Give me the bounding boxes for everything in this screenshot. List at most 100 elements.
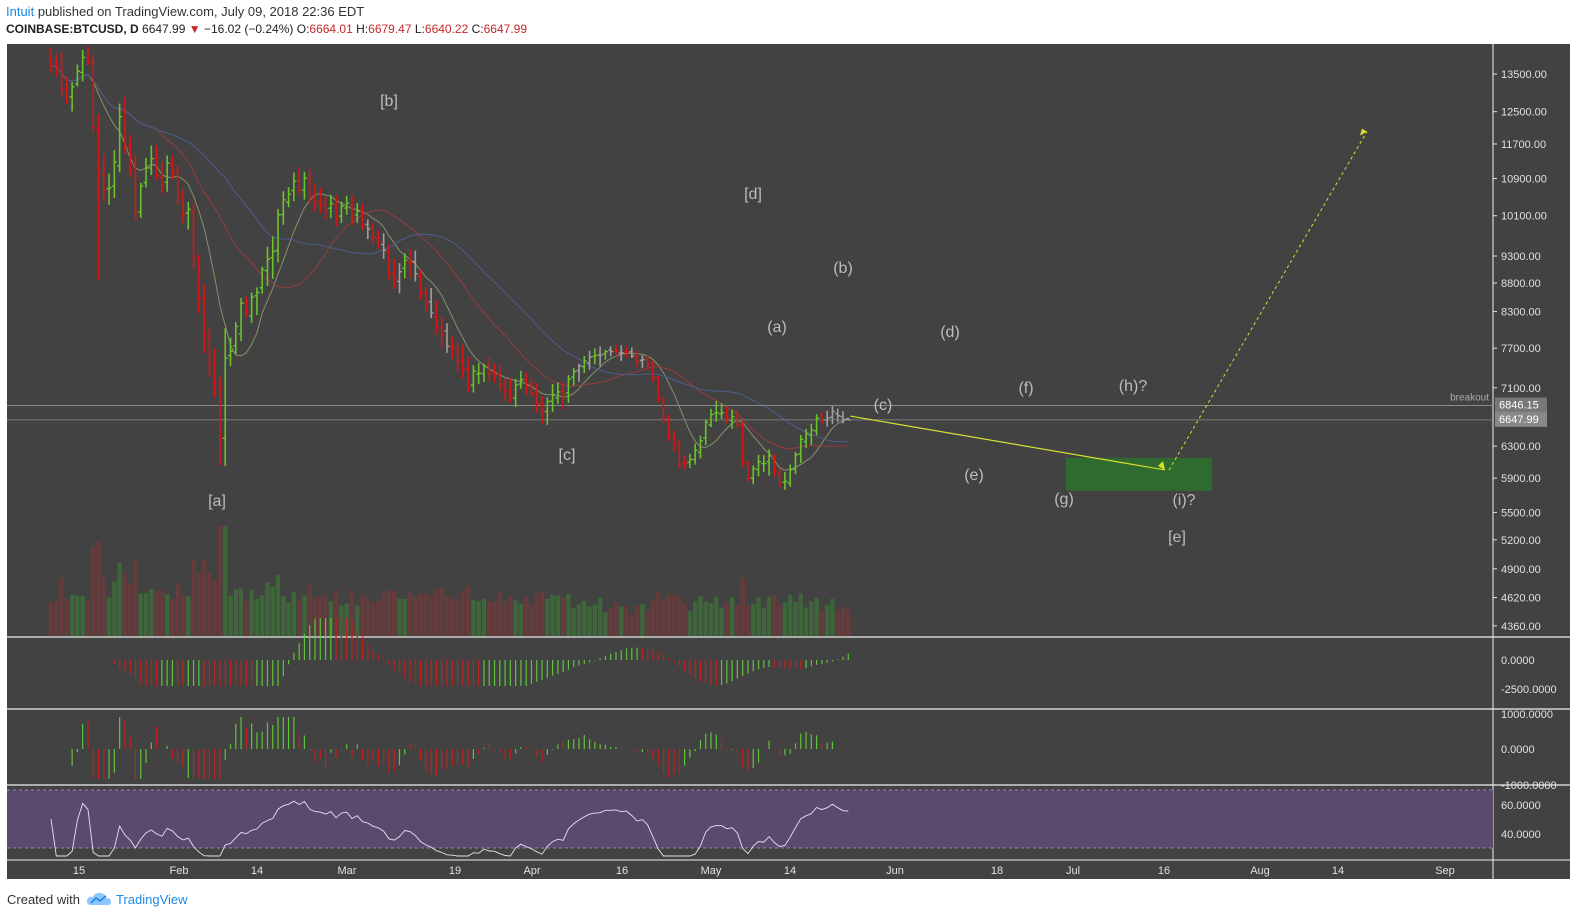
volume-bar	[244, 600, 249, 636]
time-tick-label: Mar	[338, 865, 357, 877]
chart-svg[interactable]: 13500.00 12500.00 11700.00 10900.00 10100.00…	[7, 44, 1570, 879]
volume-bar	[238, 588, 244, 636]
wave-label: (i)?	[1172, 492, 1195, 509]
projection-arrow	[850, 415, 1166, 471]
volume-bar	[64, 598, 70, 636]
time-tick-label: Jun	[886, 865, 904, 877]
volume-bar	[365, 597, 370, 636]
volume-bar	[164, 594, 170, 636]
volume-bar	[413, 596, 418, 636]
high-label: H:	[356, 22, 369, 36]
volume-bar	[788, 594, 793, 636]
rsi-band	[7, 790, 1493, 848]
price-label: 6846.15	[1499, 400, 1539, 412]
time-tick-label: 18	[991, 865, 1003, 877]
volume-bar	[249, 589, 254, 636]
price-tick-label: 5900.00	[1501, 473, 1541, 485]
volume-bar	[735, 605, 740, 636]
volume-bar	[207, 572, 212, 636]
volume-bar	[751, 603, 756, 636]
volume-bar	[645, 609, 650, 636]
volume-bar	[96, 541, 101, 636]
time-tick-label: 15	[73, 865, 85, 877]
volume-bar	[265, 582, 270, 636]
arrowhead-icon	[1158, 460, 1165, 470]
volume-bar	[407, 591, 413, 636]
volume-bar	[106, 597, 112, 636]
volume-bar	[444, 595, 450, 636]
wave-label: (g)	[1054, 491, 1074, 508]
volume-bar	[756, 597, 761, 636]
tradingview-link[interactable]: TradingView	[86, 892, 188, 907]
volume-bar	[766, 596, 772, 636]
volume-bar	[397, 598, 402, 636]
volume-bar	[560, 596, 566, 636]
open-label: O:	[296, 22, 310, 36]
low-value: 6640.22	[424, 22, 469, 36]
volume-bar	[587, 606, 592, 636]
volume-bar	[539, 590, 545, 636]
volume-bar	[550, 594, 555, 636]
volume-bar	[418, 593, 423, 636]
volume-bar	[656, 592, 661, 636]
volume-bar	[307, 584, 312, 636]
price-label-box	[1495, 411, 1547, 427]
volume-bar	[260, 595, 265, 636]
macd-tick-label: -2500.0000	[1501, 684, 1557, 696]
volume-bar	[819, 610, 825, 636]
volume-bar	[777, 604, 782, 636]
price-tick-label: 12500.00	[1501, 107, 1547, 119]
volume-bar	[671, 595, 677, 636]
volume-bar	[661, 599, 666, 636]
chart-area[interactable]: 13500.00 12500.00 11700.00 10900.00 10100.00…	[7, 44, 1570, 879]
volume-bar	[175, 582, 180, 636]
price-tick-label: 4620.00	[1501, 593, 1541, 605]
volume-bar	[291, 591, 297, 636]
volume-bar	[666, 594, 671, 636]
volume-bar	[69, 594, 75, 636]
wave-label: (b)	[833, 260, 853, 277]
volume-bar	[170, 599, 175, 636]
time-tick-label: 14	[251, 865, 263, 877]
volume-bar	[497, 591, 502, 636]
wave-label: [b]	[380, 93, 398, 110]
low-label: L:	[414, 22, 425, 36]
wave-label: (a)	[767, 319, 787, 336]
wave-label: [e]	[1168, 529, 1186, 546]
price-tick-label: 4360.00	[1501, 621, 1541, 633]
author-link[interactable]: Intuit	[6, 4, 35, 19]
wave-label: [a]	[208, 493, 226, 510]
volume-bar	[761, 607, 766, 636]
wave-label: (h)?	[1119, 378, 1148, 395]
volume-bar	[318, 595, 323, 636]
volume-bar	[566, 593, 571, 636]
volume-bar	[476, 600, 481, 636]
tradingview-text: TradingView	[115, 891, 188, 907]
volume-bar	[740, 577, 745, 636]
volume-bar	[323, 594, 328, 636]
price-tick-label: 7700.00	[1501, 343, 1541, 355]
time-tick-label: Feb	[170, 865, 189, 877]
wave-label: (c)	[874, 397, 893, 414]
high-value: 6679.47	[368, 22, 412, 36]
volume-bar	[714, 596, 719, 636]
wave-label: (e)	[964, 467, 984, 484]
price-label-box	[1495, 397, 1547, 413]
price-tick-label: 7100.00	[1501, 383, 1541, 395]
volume-bar	[603, 612, 608, 636]
volume-bar	[101, 576, 106, 636]
volume-bar	[534, 593, 539, 636]
cloud-icon	[86, 892, 111, 905]
volume-bar	[428, 596, 434, 636]
volume-bar	[281, 596, 286, 636]
price-tick-label: 10900.00	[1501, 174, 1547, 186]
volume-bar	[772, 595, 777, 636]
volume-bar	[402, 598, 407, 636]
volume-bar	[582, 600, 587, 636]
volume-bar	[571, 608, 576, 636]
volume-bar	[117, 562, 122, 636]
volume-bar	[529, 605, 534, 636]
volume-bar	[719, 607, 724, 636]
volume-bar	[471, 599, 476, 636]
price-tick-label: 5500.00	[1501, 507, 1541, 519]
